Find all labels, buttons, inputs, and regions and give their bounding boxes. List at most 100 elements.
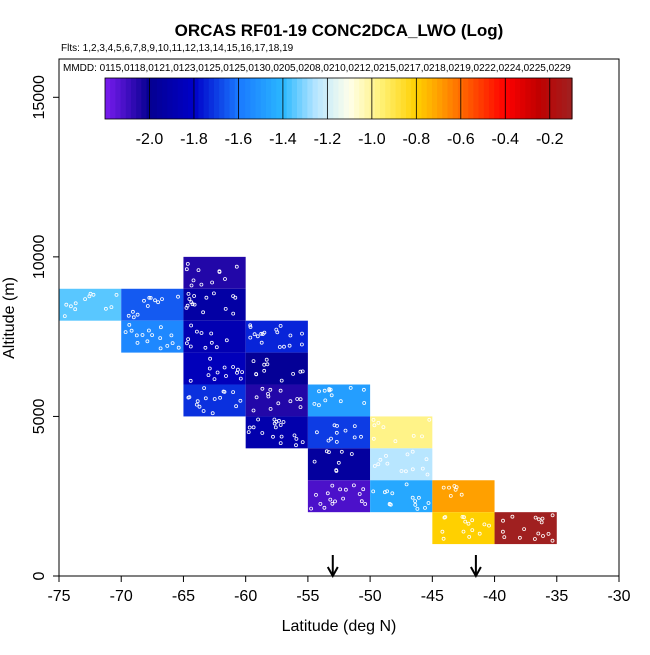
sample-marker [371, 417, 376, 422]
sample-marker [447, 485, 451, 490]
sample-marker [170, 341, 175, 346]
y-tick-label: 15000 [31, 75, 48, 120]
sample-marker [299, 342, 304, 347]
sample-marker [87, 294, 92, 299]
sample-marker [522, 527, 526, 531]
x-tick-label: -55 [296, 588, 319, 605]
sample-marker [372, 464, 377, 468]
sample-marker [361, 487, 366, 492]
sample-marker [330, 501, 335, 506]
sample-marker [371, 436, 376, 441]
sample-marker [533, 537, 537, 541]
sample-marker [413, 499, 418, 504]
colorbar-segment [431, 78, 438, 119]
colorbar-segment [385, 78, 391, 119]
colorbar-segment [348, 78, 355, 119]
sample-marker [238, 398, 243, 403]
sample-marker [339, 449, 344, 454]
sample-marker [234, 404, 239, 409]
sample-marker [234, 264, 239, 269]
sample-marker [248, 335, 253, 340]
sample-marker [247, 425, 252, 430]
colorbar-segment [463, 78, 469, 119]
heatmap-cell-17 [370, 448, 433, 481]
heatmap-cell-5 [183, 320, 246, 353]
sample-marker [104, 306, 108, 311]
sample-marker [288, 333, 293, 338]
sample-marker [460, 515, 465, 519]
sample-marker [518, 535, 522, 540]
sample-marker [300, 369, 305, 374]
sample-marker [158, 325, 163, 330]
sample-marker [224, 338, 229, 343]
sample-marker [109, 305, 114, 310]
sample-marker [385, 461, 390, 466]
colorbar-segment [245, 78, 251, 119]
colorbar-segment [276, 78, 283, 119]
sample-marker [130, 309, 135, 314]
sample-marker [362, 401, 367, 405]
sample-marker [150, 333, 155, 338]
sample-marker [378, 457, 383, 462]
sample-marker [424, 457, 429, 462]
sample-marker [536, 531, 541, 536]
sample-marker [410, 495, 415, 500]
colorbar-segment [333, 78, 340, 119]
sample-marker [411, 433, 416, 438]
sample-marker [441, 485, 446, 490]
x-tick-label: -30 [607, 588, 630, 605]
heatmap-cell-9 [245, 352, 308, 385]
sample-marker [359, 499, 364, 504]
plot-frame [58, 58, 620, 577]
colorbar-segment [286, 78, 293, 119]
flights-subtitle: Flts: 1,2,3,4,5,6,7,8,9,10,11,12,13,14,1… [61, 43, 294, 54]
heatmap-cell-12 [307, 384, 371, 417]
sample-marker [252, 332, 257, 337]
colorbar-tick-label: -0.8 [403, 131, 431, 148]
sample-marker [533, 515, 538, 520]
sample-marker [410, 467, 415, 472]
colorbar-segment [307, 78, 314, 119]
sample-marker [381, 425, 386, 430]
sample-marker [273, 425, 278, 430]
sample-marker [413, 502, 418, 507]
sample-marker [146, 328, 151, 333]
sample-marker [359, 434, 363, 439]
colorbar-segment [188, 78, 194, 119]
sample-marker [176, 345, 181, 350]
sample-marker [550, 538, 555, 543]
sample-marker [294, 443, 298, 448]
sample-marker [470, 518, 475, 523]
sample-marker [420, 434, 424, 439]
sample-marker [217, 270, 222, 274]
colorbar-segment [198, 78, 205, 119]
sample-marker [363, 502, 368, 506]
sample-marker [332, 423, 337, 428]
sample-marker [259, 331, 264, 336]
sample-marker [238, 376, 243, 381]
colorbar-segment [442, 78, 449, 119]
sample-marker [156, 300, 161, 305]
colorbar-tick-label: -1.4 [269, 131, 297, 148]
sample-marker [186, 395, 191, 400]
sample-marker [466, 521, 471, 526]
colorbar-segment [380, 78, 386, 119]
sample-marker [399, 469, 404, 473]
colorbar-segment [203, 78, 210, 119]
sample-marker [312, 459, 317, 464]
heatmap-cell-0 [59, 288, 122, 321]
sample-marker [292, 433, 297, 438]
sample-marker [240, 370, 245, 375]
colorbar-segment [343, 78, 350, 119]
colorbar-tick-label: -1.0 [358, 131, 386, 148]
sample-marker [204, 295, 209, 300]
colorbar-segment [540, 78, 547, 119]
sample-marker [62, 314, 67, 319]
colorbar-segment [374, 78, 381, 119]
sample-marker [393, 439, 398, 444]
heatmap-cell-1 [121, 288, 184, 321]
sample-marker [188, 378, 193, 383]
sample-marker [390, 491, 395, 496]
colorbar-segment [504, 78, 511, 119]
